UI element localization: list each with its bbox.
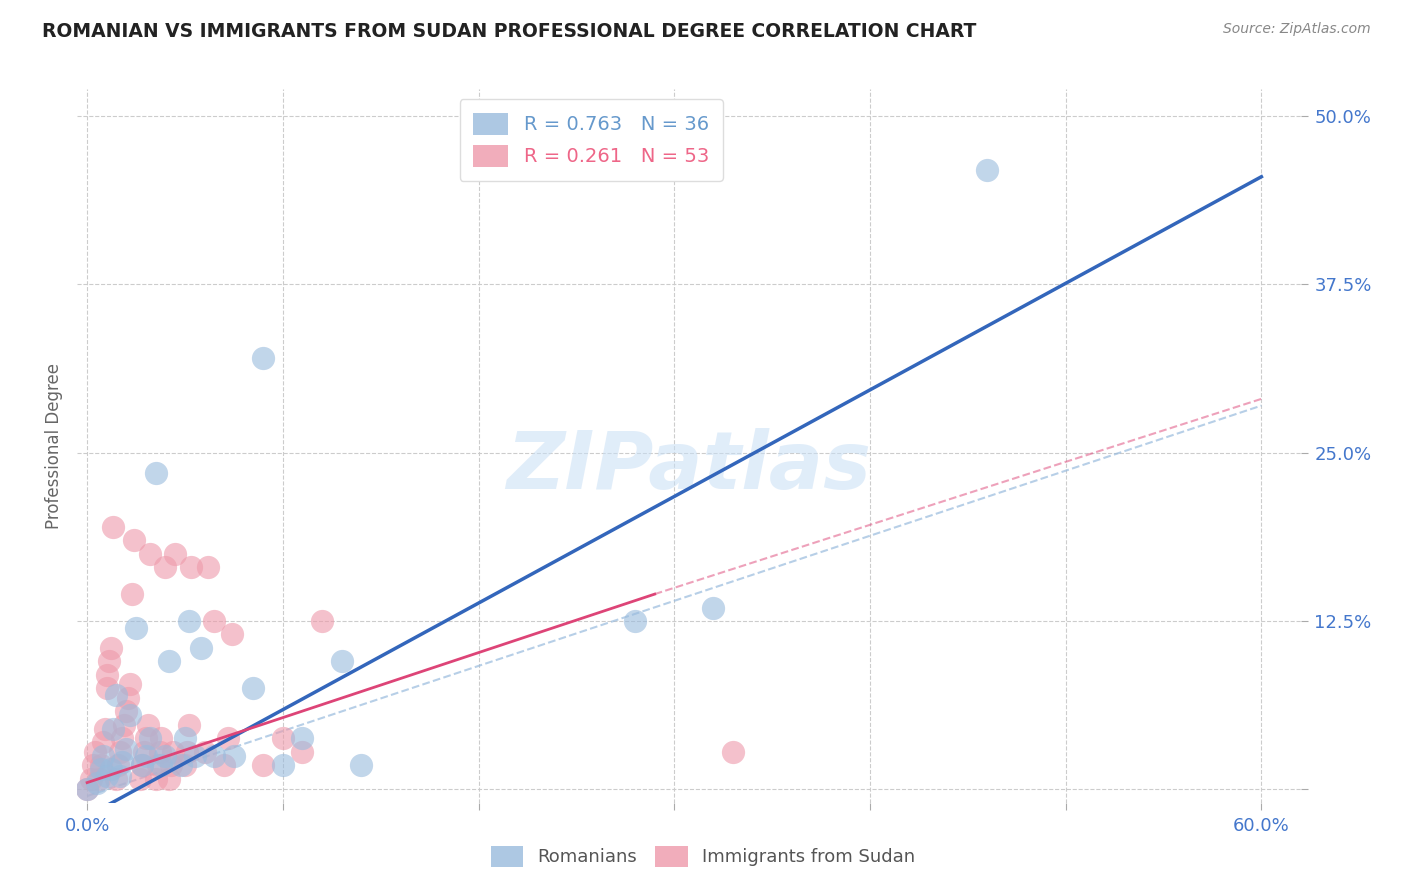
Point xyxy=(721,745,744,759)
Point xyxy=(702,600,724,615)
Point xyxy=(135,731,157,746)
Point xyxy=(135,748,157,763)
Point xyxy=(146,758,169,772)
Text: ROMANIAN VS IMMIGRANTS FROM SUDAN PROFESSIONAL DEGREE CORRELATION CHART: ROMANIAN VS IMMIGRANTS FROM SUDAN PROFES… xyxy=(42,22,977,41)
Point xyxy=(91,735,114,749)
Point xyxy=(174,758,197,772)
Point xyxy=(197,560,219,574)
Point xyxy=(76,782,98,797)
Point xyxy=(110,769,132,783)
Point xyxy=(82,758,104,772)
Point xyxy=(157,772,180,786)
Point xyxy=(155,560,177,574)
Point xyxy=(110,745,132,759)
Point xyxy=(120,708,142,723)
Point xyxy=(120,677,142,691)
Point xyxy=(160,758,183,772)
Point xyxy=(222,748,245,763)
Point xyxy=(193,745,215,759)
Point xyxy=(165,547,187,561)
Point xyxy=(162,745,184,759)
Point xyxy=(100,762,122,776)
Point xyxy=(148,745,170,759)
Point xyxy=(145,466,167,480)
Point xyxy=(100,640,122,655)
Y-axis label: Professional Degree: Professional Degree xyxy=(45,363,63,529)
Point xyxy=(221,627,243,641)
Point xyxy=(145,772,167,786)
Point xyxy=(155,748,177,763)
Legend: Romanians, Immigrants from Sudan: Romanians, Immigrants from Sudan xyxy=(484,838,922,874)
Point xyxy=(96,769,118,783)
Point xyxy=(107,758,129,772)
Point xyxy=(111,756,134,770)
Point xyxy=(91,748,114,763)
Point xyxy=(150,731,173,746)
Point xyxy=(184,748,207,763)
Point xyxy=(176,745,198,759)
Point xyxy=(177,614,200,628)
Point xyxy=(96,681,118,696)
Point xyxy=(96,668,118,682)
Point xyxy=(202,614,225,628)
Point xyxy=(242,681,264,696)
Point xyxy=(132,745,155,759)
Point xyxy=(122,533,145,548)
Point xyxy=(150,758,173,772)
Point xyxy=(252,351,274,366)
Point xyxy=(177,717,200,731)
Point xyxy=(90,762,112,776)
Point xyxy=(180,560,202,574)
Point xyxy=(131,758,153,772)
Point xyxy=(105,772,128,786)
Point xyxy=(115,704,138,718)
Point xyxy=(117,690,139,705)
Point xyxy=(76,782,98,797)
Point xyxy=(111,731,134,746)
Point xyxy=(101,520,124,534)
Point xyxy=(131,758,153,772)
Point xyxy=(202,748,225,763)
Point xyxy=(105,688,128,702)
Point xyxy=(87,772,110,786)
Point xyxy=(121,587,143,601)
Point xyxy=(125,621,148,635)
Point xyxy=(129,772,152,786)
Point xyxy=(112,717,135,731)
Point xyxy=(271,758,294,772)
Legend: R = 0.763   N = 36, R = 0.261   N = 53: R = 0.763 N = 36, R = 0.261 N = 53 xyxy=(460,99,723,181)
Point xyxy=(139,547,162,561)
Point xyxy=(170,758,193,772)
Point xyxy=(93,722,115,736)
Point xyxy=(136,717,159,731)
Point xyxy=(86,775,108,789)
Text: Source: ZipAtlas.com: Source: ZipAtlas.com xyxy=(1223,22,1371,37)
Point xyxy=(311,614,333,628)
Point xyxy=(139,731,162,746)
Text: ZIPatlas: ZIPatlas xyxy=(506,428,872,507)
Point xyxy=(97,655,120,669)
Point xyxy=(291,731,314,746)
Point xyxy=(174,731,197,746)
Point xyxy=(84,745,107,759)
Point xyxy=(80,772,103,786)
Point xyxy=(976,163,998,178)
Point xyxy=(90,758,112,772)
Point xyxy=(624,614,647,628)
Point xyxy=(350,758,373,772)
Point xyxy=(190,640,212,655)
Point xyxy=(217,731,239,746)
Point xyxy=(115,742,138,756)
Point xyxy=(212,758,235,772)
Point xyxy=(291,745,314,759)
Point xyxy=(252,758,274,772)
Point xyxy=(330,655,353,669)
Point xyxy=(271,731,294,746)
Point xyxy=(157,655,180,669)
Point xyxy=(101,722,124,736)
